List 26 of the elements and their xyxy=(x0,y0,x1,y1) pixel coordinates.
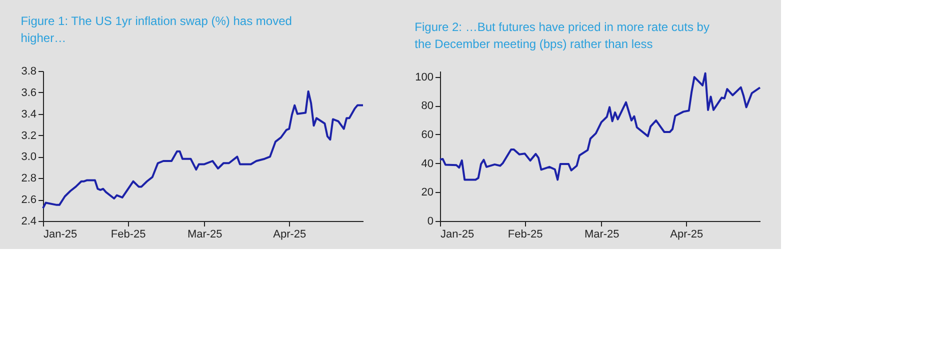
x-tick-label: Jan-25 xyxy=(44,228,78,240)
x-tick-label: Feb-25 xyxy=(508,228,543,240)
y-tick-label: 3.6 xyxy=(21,86,36,99)
y-tick-label: 80 xyxy=(421,100,434,112)
y-tick-label: 2.6 xyxy=(21,194,36,206)
y-tick-label: 2.8 xyxy=(21,172,36,185)
y-tick-label: 0 xyxy=(427,216,434,228)
y-tick-label: 100 xyxy=(415,71,434,84)
y-tick-label: 2.4 xyxy=(21,216,36,228)
x-tick-label: Mar-25 xyxy=(584,228,620,240)
y-tick-label: 3.4 xyxy=(21,108,36,120)
chart-title: Figure 1: The US 1yr inflation swap (%) has moved higher… xyxy=(20,14,292,45)
x-tick-label: Apr-25 xyxy=(670,228,704,240)
x-tick-label: Apr-25 xyxy=(273,228,306,240)
y-tick-label: 40 xyxy=(421,158,434,170)
line-series xyxy=(42,90,364,210)
x-tick-label: Mar-25 xyxy=(187,228,222,240)
y-tick-label: 20 xyxy=(421,186,434,199)
y-tick-label: 3.8 xyxy=(21,66,36,78)
y-tick-label: 3.2 xyxy=(21,130,36,142)
y-tick-label: 3.0 xyxy=(21,151,36,164)
chart-title: Figure 2: …But futures have priced in more rate cuts by the December meeting (bps) rather than less xyxy=(414,20,710,51)
x-tick-label: Feb-25 xyxy=(110,228,146,240)
y-tick-label: 60 xyxy=(421,128,434,141)
x-tick-label: Jan-25 xyxy=(440,228,474,240)
line-series xyxy=(439,72,761,181)
